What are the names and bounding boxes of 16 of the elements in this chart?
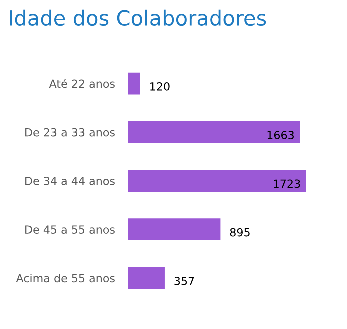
data-label: 357 <box>174 276 194 286</box>
y-tick-label: Acima de 55 anos <box>16 274 115 283</box>
y-tick-label: De 45 a 55 anos <box>26 226 115 234</box>
y-tick-label: De 23 a 33 anos <box>26 128 115 137</box>
data-label: 895 <box>230 228 250 237</box>
y-tick-label: De 34 a 44 anos <box>26 176 115 186</box>
bar <box>128 121 300 144</box>
bar <box>128 72 140 95</box>
bar <box>128 218 221 241</box>
bar <box>128 267 165 290</box>
y-tick-label: Até 22 anos <box>49 79 115 88</box>
chart-title: Idade dos Colaboradores <box>10 10 266 26</box>
bar <box>128 170 306 192</box>
data-label: 120 <box>150 82 170 91</box>
data-label: 1723 <box>274 180 300 188</box>
data-label: 1663 <box>268 131 294 140</box>
